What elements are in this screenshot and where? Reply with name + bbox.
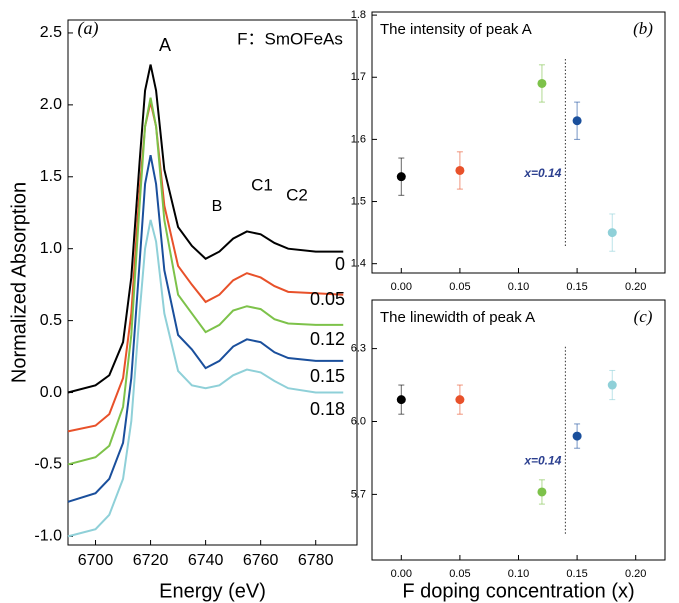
x-tick-label: 0.05 (449, 568, 470, 580)
spectrum-line (67, 97, 344, 466)
panel-label: (c) (634, 307, 653, 326)
series-label: 0.18 (310, 399, 345, 419)
y-tick-label: -1.0 (34, 528, 62, 545)
panel-title: The intensity of peak A (380, 21, 532, 38)
x-tick-label: 6720 (133, 552, 169, 569)
x-tick-label: 0.15 (566, 568, 587, 580)
data-point (396, 395, 406, 405)
x-tick-label: 0.20 (625, 568, 646, 580)
x-tick-label: 6700 (78, 552, 114, 569)
y-tick-label: 0.5 (40, 312, 62, 329)
threshold-label: x=0.14 (523, 453, 561, 467)
data-point (607, 228, 617, 238)
spectrum-line (67, 64, 344, 394)
y-tick-label: 1.4 (351, 258, 366, 270)
data-point (572, 116, 582, 126)
annotation: A (159, 35, 171, 55)
data-point (572, 431, 582, 441)
panel-label: (b) (633, 19, 653, 38)
annotation: B (212, 198, 223, 215)
y-tick-label: 6.3 (351, 343, 366, 355)
x-tick-label: 0.15 (566, 281, 587, 293)
x-axis-label: F doping concentration (x) (402, 580, 634, 602)
series-label: 0.05 (310, 289, 345, 309)
x-tick-label: 0.10 (508, 568, 529, 580)
y-tick-label: 2.5 (40, 24, 62, 41)
series-label: 0 (335, 254, 345, 274)
annotation: F：SmOFeAs (237, 29, 343, 48)
y-tick-label: 1.6 (351, 133, 366, 145)
data-point (537, 78, 547, 88)
data-point (455, 165, 465, 175)
x-tick-label: 0.10 (508, 281, 529, 293)
x-tick-label: 0.00 (391, 281, 412, 293)
x-tick-label: 0.05 (449, 281, 470, 293)
y-tick-label: 6.0 (351, 415, 366, 427)
x-tick-label: 0.00 (391, 568, 412, 580)
data-point (396, 172, 406, 182)
plot-frame (67, 19, 358, 546)
data-point (607, 380, 617, 390)
threshold-label: x=0.14 (523, 166, 561, 180)
plot-frame (371, 299, 666, 561)
spectrum-line (67, 101, 344, 433)
annotation: C2 (286, 185, 308, 204)
y-tick-label: 5.7 (351, 488, 366, 500)
annotation: C1 (251, 175, 273, 194)
x-tick-label: 6740 (188, 552, 224, 569)
data-point (537, 487, 547, 497)
panel-title: The linewidth of peak A (380, 309, 535, 326)
y-axis-label: Normalized Absorption (8, 182, 30, 383)
series-label: 0.12 (310, 329, 345, 349)
y-tick-label: 1.5 (40, 168, 62, 185)
y-tick-label: 2.0 (40, 96, 62, 113)
series-label: 0.15 (310, 366, 345, 386)
y-tick-label: 1.7 (351, 71, 366, 83)
spectrum-line (67, 219, 344, 538)
plot-frame (371, 11, 666, 274)
y-tick-label: -0.5 (34, 456, 62, 473)
y-tick-label: 1.0 (40, 240, 62, 257)
y-tick-label: 1.8 (351, 9, 366, 21)
y-tick-label: 1.5 (351, 195, 366, 207)
panel-label: (a) (78, 18, 99, 39)
y-tick-label: 0.0 (40, 384, 62, 401)
x-axis-label: Energy (eV) (159, 580, 266, 602)
x-tick-label: 0.20 (625, 281, 646, 293)
x-tick-label: 6780 (298, 552, 334, 569)
x-tick-label: 6760 (243, 552, 279, 569)
data-point (455, 395, 465, 405)
spectrum-line (67, 155, 344, 503)
